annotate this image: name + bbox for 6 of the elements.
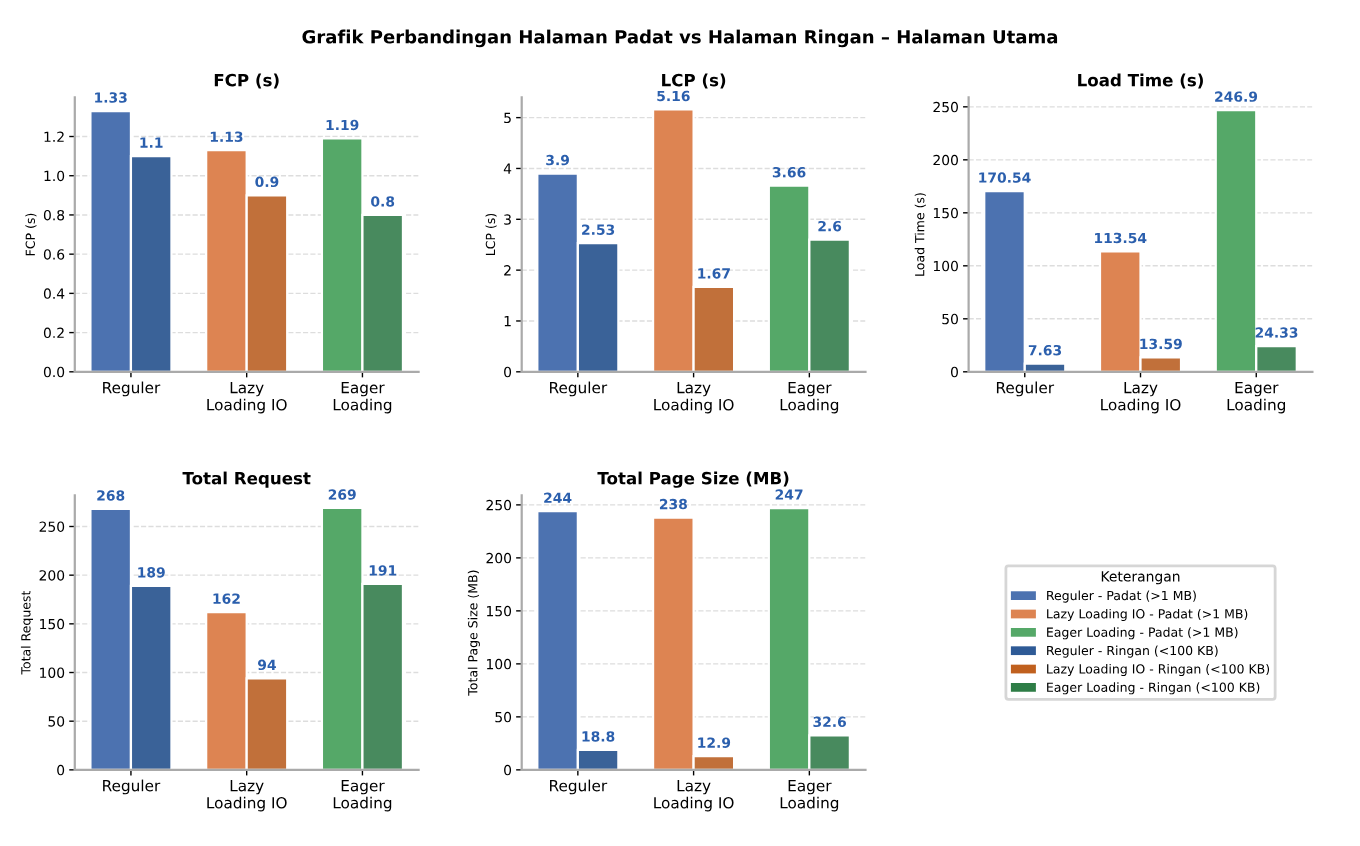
chart-title: Total Page Size (MB) bbox=[597, 471, 789, 488]
chart-title: Total Request bbox=[182, 471, 311, 488]
chart-title: FCP (s) bbox=[214, 73, 279, 89]
chart-title: LCP (s) bbox=[662, 73, 726, 89]
chart-title: Load Time (s) bbox=[1078, 73, 1203, 89]
text: Grafik Perbandingan Halaman Padat vs Halaman Ringan – Halaman Utama bbox=[302, 29, 1058, 48]
